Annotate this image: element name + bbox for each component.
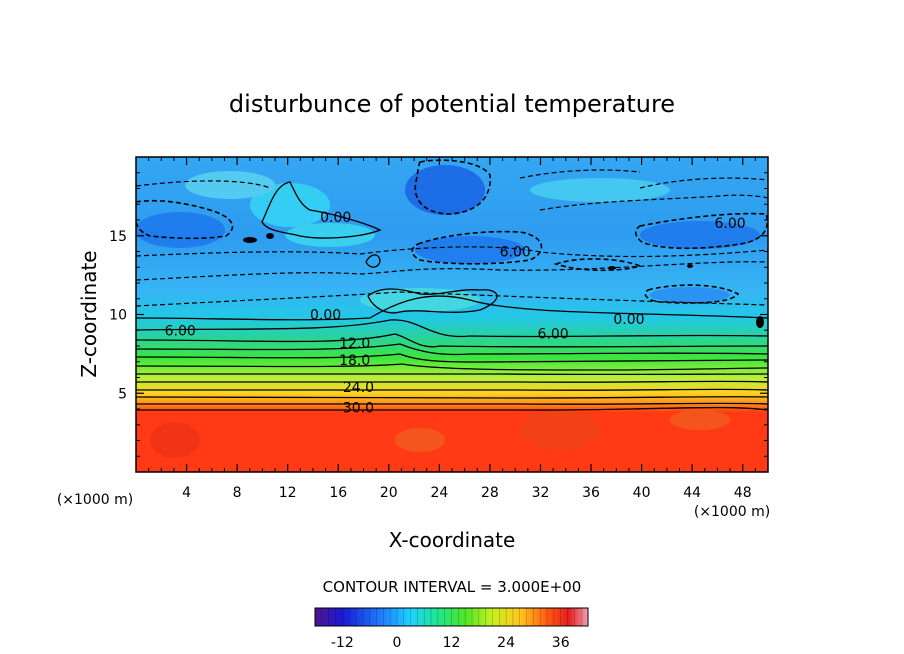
x-unit-right: (×1000 m) [694,504,770,520]
contour-label: 6.00 [538,326,569,342]
x-tick-label: 40 [633,485,651,501]
x-tick-label: 8 [233,485,242,501]
colorbar-tick-label: 24 [497,635,515,651]
field-anomalies [136,165,760,458]
y-axis-label: Z-coordinate [77,250,101,377]
x-axis: 4 8 12 16 20 24 28 32 36 40 44 48 [148,157,756,501]
x-unit-left: (×1000 m) [57,492,133,508]
contour-label: 6.00 [500,245,531,261]
x-tick-label: 28 [481,485,499,501]
x-tick-label: 36 [582,485,600,501]
contour-label: 18.0 [339,353,370,369]
y-tick-label: 10 [109,308,127,324]
colorbar [314,607,589,627]
contour-label: 0.00 [320,210,351,226]
contour-label: 24.0 [343,380,374,396]
colorbar-tick-label: 12 [443,635,461,651]
colorbar-ticks: -12 0 12 24 36 [314,608,589,651]
x-axis-label: X-coordinate [389,528,516,552]
x-tick-label: 12 [279,485,297,501]
contour-label: 6.00 [714,216,745,232]
y-axis: 5 10 15 [109,172,768,457]
contour-labels: 0.00 0.00 0.00 6.00 6.00 12.018.0 24.0 30.0 6.00… [165,210,746,417]
x-tick-label: 48 [734,485,752,501]
contour-label: 0.00 [613,312,644,328]
contour-lines-dashed [136,159,768,307]
contour-label: 12.0 [339,336,370,352]
contour-blotches [243,233,764,328]
x-tick-label: 4 [182,485,191,501]
plot-area [136,157,768,472]
x-tick-label: 16 [329,485,347,501]
x-tick-label: 44 [683,485,701,501]
contour-lines-solid [136,181,768,411]
colorbar-tick-label: 0 [392,635,401,651]
contour-label: 6.00 [165,323,196,339]
chart-title: disturbunce of potential temperature [229,90,675,118]
contour-label: 30.0 [343,400,374,416]
contour-label: 0.00 [310,308,341,324]
colorbar-tick-label: -12 [331,635,354,651]
x-tick-label: 24 [430,485,448,501]
y-tick-label: 15 [109,229,127,245]
x-tick-label: 32 [532,485,550,501]
colorbar-tick-label: 36 [552,635,570,651]
contour-interval-text: CONTOUR INTERVAL = 3.000E+00 [323,578,582,596]
x-tick-label: 20 [380,485,398,501]
y-tick-label: 5 [118,386,127,402]
